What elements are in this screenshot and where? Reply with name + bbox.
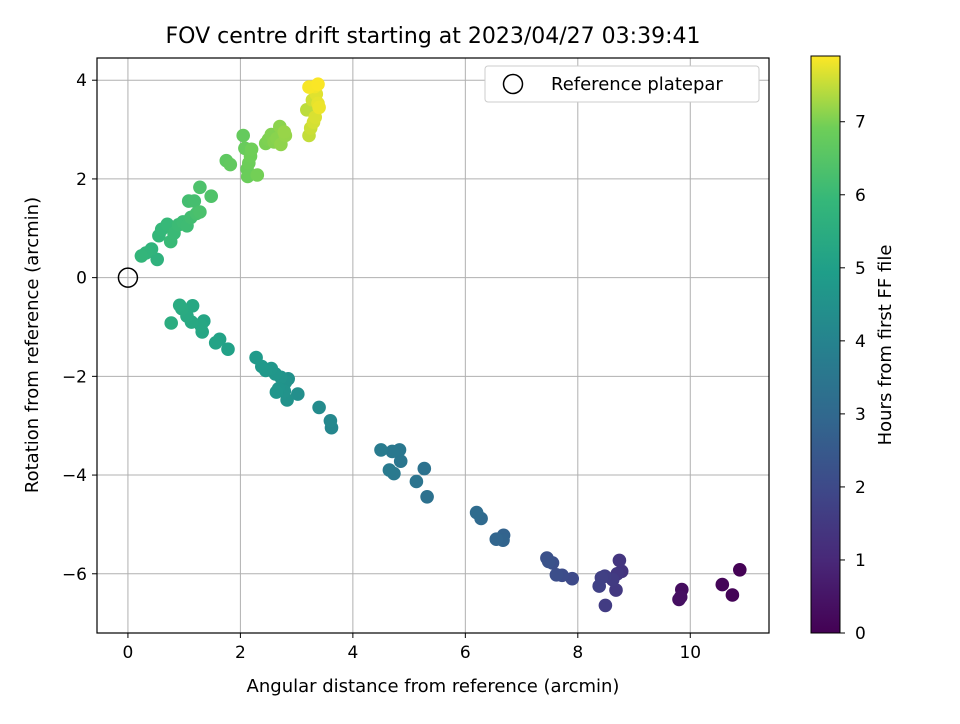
legend-box: [484, 65, 760, 103]
data-point: [673, 590, 688, 604]
y-tick-label: −2: [62, 367, 87, 387]
data-point: [193, 205, 207, 219]
data-point: [221, 342, 235, 357]
data-point: [715, 577, 730, 592]
data-point: [409, 474, 424, 489]
y-tick-label: 2: [76, 170, 87, 190]
data-point: [469, 505, 484, 520]
data-point: [385, 444, 400, 459]
chart-title: FOV centre drift starting at 2023/04/27 …: [166, 24, 701, 49]
y-tick-label: −4: [62, 466, 87, 486]
x-axis-ticks: 0 2 4 6 8 10: [123, 633, 701, 663]
data-point: [312, 400, 326, 415]
data-point: [311, 77, 325, 91]
data-point: [249, 350, 263, 365]
data-point: [393, 454, 408, 469]
data-point: [312, 100, 326, 115]
data-point: [489, 532, 504, 546]
legend-label: Reference platepar: [551, 74, 723, 95]
colorbar-tick-label: 4: [855, 332, 866, 352]
data-point: [549, 568, 564, 582]
colorbar-tick-label: 3: [855, 405, 866, 425]
x-tick-label: 8: [572, 643, 583, 663]
data-point: [382, 463, 397, 477]
legend-marker-icon: [502, 73, 524, 95]
y-tick-label: 4: [76, 71, 87, 91]
data-point: [541, 554, 556, 569]
data-point: [204, 189, 218, 203]
y-tick-label: 0: [76, 269, 87, 289]
data-point: [269, 385, 284, 399]
data-point: [172, 298, 187, 313]
data-point: [323, 414, 338, 428]
data-point: [592, 579, 606, 593]
data-point: [420, 490, 434, 504]
x-tick-label: 0: [123, 643, 134, 663]
y-tick-label: −6: [62, 565, 87, 585]
data-point: [150, 252, 164, 267]
data-point: [277, 125, 292, 139]
x-tick-label: 10: [679, 643, 701, 663]
colorbar: 0 1 2 3 4 5 6 7 Hours from first FF file: [810, 55, 896, 644]
data-point: [374, 443, 388, 457]
data-point: [208, 336, 223, 350]
data-point: [187, 194, 202, 208]
data-point: [164, 316, 178, 330]
data-point: [417, 461, 432, 476]
data-point: [598, 598, 613, 613]
data-point: [223, 157, 238, 172]
data-point: [244, 142, 259, 157]
legend: Reference platepar: [484, 65, 760, 103]
data-point: [236, 128, 250, 143]
data-point: [609, 583, 623, 597]
x-tick-label: 4: [347, 643, 358, 663]
data-point: [291, 387, 305, 401]
x-tick-label: 2: [235, 643, 246, 663]
colorbar-tick-label: 2: [855, 478, 866, 498]
data-point: [134, 249, 149, 263]
colorbar-tick-label: 7: [855, 113, 866, 133]
colorbar-label: Hours from first FF file: [875, 245, 896, 446]
grid-lines: [97, 58, 769, 633]
colorbar-tick-label: 0: [855, 624, 866, 644]
data-point: [250, 168, 265, 182]
data-point: [185, 299, 200, 313]
data-point: [733, 563, 747, 577]
data-points: [134, 77, 747, 613]
colorbar-tick-label: 1: [855, 551, 866, 571]
colorbar-tick-label: 6: [855, 186, 866, 206]
colorbar-ticks: 0 1 2 3 4 5 6 7: [840, 113, 866, 644]
x-axis-label: Angular distance from reference (arcmin): [247, 676, 620, 697]
data-point: [193, 180, 207, 195]
plot-frame: [96, 57, 770, 634]
x-tick-label: 6: [460, 643, 471, 663]
reference-platepar-marker: [117, 267, 139, 288]
y-axis-label: Rotation from reference (arcmin): [22, 197, 43, 493]
colorbar-tick-label: 5: [855, 259, 866, 279]
data-point: [612, 553, 627, 568]
colorbar-gradient: [810, 55, 841, 634]
y-axis-ticks: −6 −4 −2 0 2 4: [62, 71, 97, 585]
data-point: [725, 588, 740, 602]
